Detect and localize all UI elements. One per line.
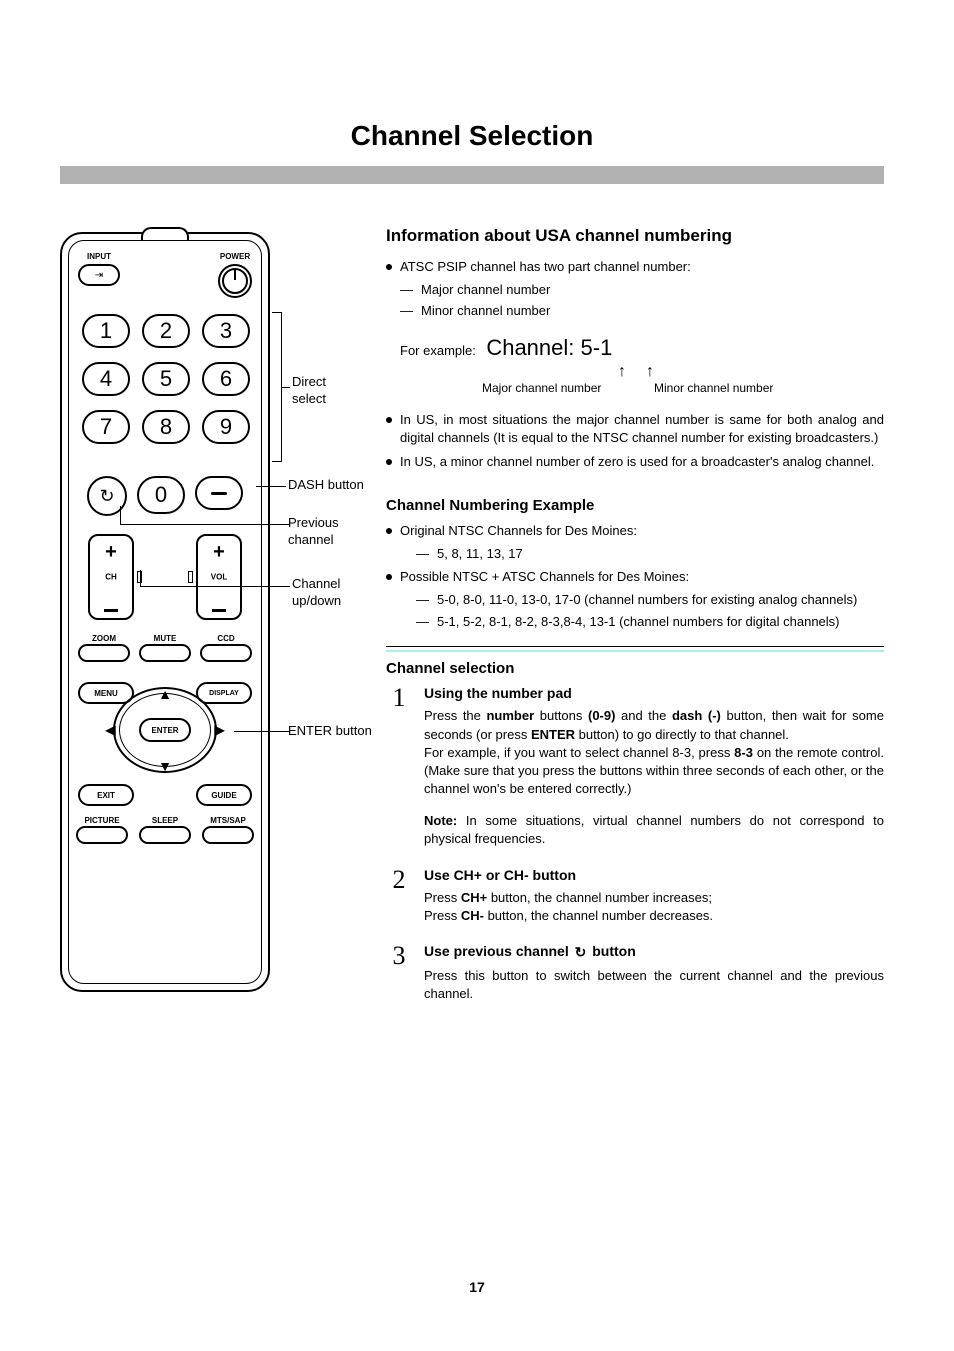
previous-channel-button: ↻ <box>87 476 127 516</box>
remote-illustration: INPUT ⇥ POWER 1 2 3 4 5 6 7 8 <box>60 226 380 1021</box>
example-value: Channel: 5-1 <box>486 335 612 360</box>
num-0: 0 <box>137 476 185 514</box>
bullet-icon <box>386 417 392 423</box>
input-label: INPUT <box>87 252 111 261</box>
info-b3: In US, a minor channel number of zero is… <box>400 453 874 471</box>
step-3-text: Press this button to switch between the … <box>424 967 884 1003</box>
callout-prev: Previous channel <box>288 515 380 549</box>
step-1-title: Using the number pad <box>424 685 884 701</box>
arrow-left-icon: ◀ <box>105 722 116 739</box>
step-2-title: Use CH+ or CH- button <box>424 867 884 883</box>
step-1-text2: For example, if you want to select chann… <box>424 744 884 799</box>
bullet-icon <box>386 459 392 465</box>
input-button: ⇥ <box>78 264 120 286</box>
minor-label: Minor channel number <box>654 381 773 395</box>
arrow-down-icon: ▼ <box>158 758 172 774</box>
power-label: POWER <box>220 252 250 261</box>
power-button <box>218 264 252 298</box>
bracket-direct-select <box>272 312 282 462</box>
callout-dash: DASH button <box>288 477 364 494</box>
num-1: 1 <box>82 314 130 348</box>
mts-button <box>202 826 254 844</box>
page-title: Channel Selection <box>60 120 884 152</box>
callout-ch-updown: Channel up/down <box>292 576 341 610</box>
title-bar <box>60 166 884 184</box>
example-label: For example: <box>400 343 476 358</box>
num-2: 2 <box>142 314 190 348</box>
guide-button: GUIDE <box>196 784 252 806</box>
num-3: 3 <box>202 314 250 348</box>
prev-channel-icon: ↻ <box>575 944 587 961</box>
callout-enter: ENTER button <box>288 723 372 740</box>
step-3-number: 3 <box>386 943 412 1003</box>
ccd-label: CCD <box>217 634 234 643</box>
dash-button <box>195 476 243 510</box>
step-1-text: Press the number buttons (0-9) and the d… <box>424 707 884 743</box>
info-b1b: Minor channel number <box>421 302 550 321</box>
exit-button: EXIT <box>78 784 134 806</box>
ccd-button <box>200 644 252 662</box>
selection-heading: Channel selection <box>386 660 884 677</box>
num-7: 7 <box>82 410 130 444</box>
ex-b2: Possible NTSC + ATSC Channels for Des Mo… <box>400 568 689 587</box>
info-b1: ATSC PSIP channel has two part channel n… <box>400 258 691 277</box>
mute-label: MUTE <box>154 634 177 643</box>
mute-button <box>139 644 191 662</box>
step-2-text: Press CH+ button, the channel number inc… <box>424 889 884 925</box>
example-heading: Channel Numbering Example <box>386 497 884 514</box>
zoom-button <box>78 644 130 662</box>
dpad: ENTER ▲ ▼ ◀ ▶ <box>95 680 235 780</box>
num-8: 8 <box>142 410 190 444</box>
ex-b2a: 5-0, 8-0, 11-0, 13-0, 17-0 (channel numb… <box>437 591 884 610</box>
arrow-up-icon: ▲ <box>158 686 172 702</box>
step-1-note: Note: In some situations, virtual channe… <box>424 812 884 848</box>
channel-rocker: + CH <box>88 534 134 620</box>
info-b2: In US, in most situations the major chan… <box>400 411 884 447</box>
zoom-label: ZOOM <box>92 634 116 643</box>
divider <box>386 646 884 648</box>
ex-b2b: 5-1, 5-2, 8-1, 8-2, 8-3,8-4, 13-1 (chann… <box>437 613 884 632</box>
info-b1a: Major channel number <box>421 281 550 300</box>
enter-button: ENTER <box>139 718 191 742</box>
mts-label: MTS/SAP <box>210 816 246 825</box>
step-1-number: 1 <box>386 685 412 848</box>
step-2-number: 2 <box>386 867 412 925</box>
ex-b1: Original NTSC Channels for Des Moines: <box>400 522 637 541</box>
major-label: Major channel number <box>482 381 601 395</box>
picture-label: PICTURE <box>84 816 119 825</box>
picture-button <box>76 826 128 844</box>
num-9: 9 <box>202 410 250 444</box>
volume-rocker: + VOL <box>196 534 242 620</box>
sleep-button <box>139 826 191 844</box>
ex-b1a: 5, 8, 11, 13, 17 <box>437 545 523 564</box>
sleep-label: SLEEP <box>152 816 178 825</box>
num-4: 4 <box>82 362 130 396</box>
arrow-right-icon: ▶ <box>214 722 225 739</box>
num-6: 6 <box>202 362 250 396</box>
bullet-icon <box>386 264 392 270</box>
page-number: 17 <box>0 1279 954 1295</box>
step-3-title: Use previous channel ↻ button <box>424 943 884 961</box>
bullet-icon <box>386 528 392 534</box>
info-heading: Information about USA channel numbering <box>386 226 884 246</box>
callout-direct-select: Direct select <box>292 374 326 408</box>
num-5: 5 <box>142 362 190 396</box>
bullet-icon <box>386 574 392 580</box>
